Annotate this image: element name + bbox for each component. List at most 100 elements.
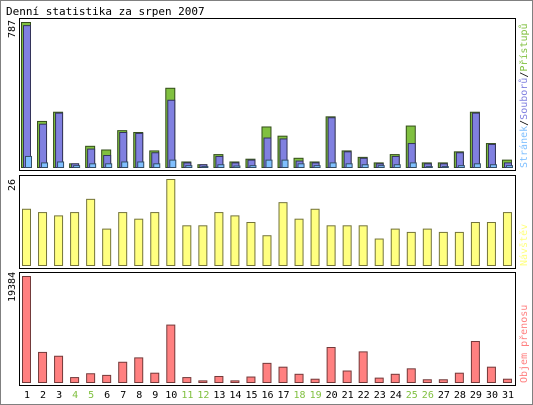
x-tick-label: 8 xyxy=(136,390,142,401)
bar-objem-prenosu xyxy=(390,373,400,384)
chart-title: Denní statistika za srpen 2007 xyxy=(6,5,205,18)
bar-objem-prenosu xyxy=(198,380,208,383)
bar-souboru xyxy=(23,25,31,169)
bar-objem-prenosu xyxy=(86,373,96,384)
bar-stranek xyxy=(73,165,81,169)
bar-navstev xyxy=(102,228,112,267)
bar-stranek xyxy=(329,162,337,169)
y-max-label-top: 787 xyxy=(7,20,18,38)
bar-navstev xyxy=(310,208,320,266)
bar-objem-prenosu xyxy=(470,340,480,383)
x-tick-label: 13 xyxy=(213,390,225,401)
x-tick-label: 15 xyxy=(245,390,257,401)
bar-stranek xyxy=(377,165,385,169)
bar-navstev xyxy=(262,235,272,267)
x-tick-label: 4 xyxy=(72,390,78,401)
bar-navstev xyxy=(70,212,80,266)
bar-objem-prenosu xyxy=(134,357,144,384)
bar-objem-prenosu xyxy=(22,276,31,383)
x-tick-label: 23 xyxy=(374,390,386,401)
bar-stranek xyxy=(457,165,465,169)
x-tick-label: 2 xyxy=(40,390,46,401)
legend-item: Přístupů xyxy=(518,23,530,71)
bar-objem-prenosu xyxy=(278,366,288,384)
x-tick-label: 26 xyxy=(422,390,434,401)
bar-navstev xyxy=(150,212,160,266)
bar-stranek xyxy=(57,161,65,169)
legend-item: Stránek xyxy=(518,126,530,168)
x-tick-label: 30 xyxy=(486,390,498,401)
bar-objem-prenosu xyxy=(406,368,416,383)
x-tick-label: 11 xyxy=(181,390,193,401)
bar-stranek xyxy=(121,161,129,169)
bar-navstev xyxy=(390,228,400,267)
x-tick-label: 1 xyxy=(24,390,30,401)
x-tick-label: 25 xyxy=(406,390,418,401)
bar-navstev xyxy=(22,208,31,266)
bar-objem-prenosu xyxy=(262,362,272,383)
bar-stranek xyxy=(281,159,289,169)
bar-objem-prenosu xyxy=(54,355,64,384)
bar-stranek xyxy=(89,163,97,169)
x-tick-label: 16 xyxy=(261,390,273,401)
bar-souboru xyxy=(471,112,480,169)
x-tick-label: 9 xyxy=(152,390,158,401)
bar-stranek xyxy=(489,164,497,169)
bar-objem-prenosu xyxy=(166,324,176,383)
bar-stranek xyxy=(313,165,321,169)
bar-stranek xyxy=(473,163,481,169)
x-tick-label: 12 xyxy=(197,390,209,401)
bar-objem-prenosu xyxy=(326,347,336,384)
y-max-label-bottom: 19384 xyxy=(7,272,18,302)
bar-souboru xyxy=(327,117,336,168)
bar-navstev xyxy=(182,225,192,266)
bar-objem-prenosu xyxy=(182,377,192,384)
x-tick-label: 17 xyxy=(278,390,290,401)
x-tick-label: 7 xyxy=(120,390,126,401)
bar-stranek xyxy=(297,163,305,169)
bar-navstev xyxy=(342,225,352,266)
bar-navstev xyxy=(422,228,432,267)
bar-navstev xyxy=(198,225,208,266)
bar-stranek xyxy=(169,159,177,169)
bar-souboru xyxy=(167,99,176,168)
bar-navstev xyxy=(486,222,496,266)
legend-navstev: Návštěv xyxy=(518,224,530,266)
bar-objem-prenosu xyxy=(438,379,448,383)
bar-stranek xyxy=(425,166,433,169)
bar-objem-prenosu xyxy=(342,370,352,383)
x-tick-label: 10 xyxy=(165,390,177,401)
bar-stranek xyxy=(105,163,113,169)
bar-stranek xyxy=(345,163,353,169)
bar-navstev xyxy=(134,218,144,266)
y-max-label-middle: 26 xyxy=(7,179,18,191)
bar-objem-prenosu xyxy=(246,376,256,384)
bar-stranek xyxy=(201,166,209,169)
bar-navstev xyxy=(38,212,48,266)
legend-objem-prenosu: Objem přenosu xyxy=(518,305,530,383)
bar-objem-prenosu xyxy=(230,380,240,383)
bar-stranek xyxy=(185,165,193,169)
bar-objem-prenosu xyxy=(118,361,128,383)
bar-objem-prenosu xyxy=(38,351,48,383)
x-tick-label: 19 xyxy=(310,390,322,401)
bar-objem-prenosu xyxy=(502,378,512,383)
legend-separator: / xyxy=(519,120,530,126)
legend-top: Stránek/Souborů/Přístupů xyxy=(518,23,530,168)
bar-stranek xyxy=(393,164,401,169)
bar-souboru xyxy=(39,123,48,168)
bar-objem-prenosu xyxy=(454,372,464,384)
bar-souboru xyxy=(55,112,64,169)
x-tick-label: 18 xyxy=(294,390,306,401)
bar-navstev xyxy=(86,198,96,267)
bar-stranek xyxy=(361,164,369,169)
legend-item: Souborů xyxy=(518,78,530,120)
bar-objem-prenosu xyxy=(422,379,432,383)
bar-stranek xyxy=(409,162,417,169)
bar-stranek xyxy=(505,165,513,169)
x-tick-label: 29 xyxy=(470,390,482,401)
bar-stranek xyxy=(153,163,161,169)
bar-navstev xyxy=(358,225,368,266)
bar-navstev xyxy=(502,212,512,266)
